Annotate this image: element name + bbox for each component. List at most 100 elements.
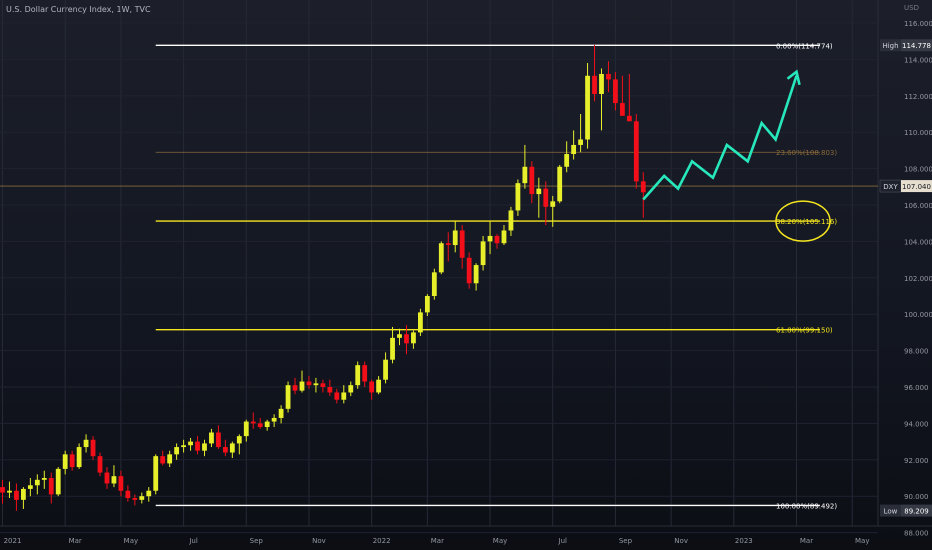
candle: [257, 417, 263, 429]
candle-body: [83, 439, 89, 448]
candle: [153, 454, 159, 495]
candle: [348, 381, 354, 397]
price-tick-label: 110.000: [904, 129, 932, 137]
candle-body: [466, 257, 472, 284]
current-price-badge: DXY 107.040: [879, 179, 932, 193]
candle: [362, 361, 368, 387]
candle-body: [606, 73, 611, 80]
candle: [466, 252, 472, 289]
price-axis-currency: USD: [904, 4, 919, 12]
candle-body: [397, 334, 402, 338]
candle: [376, 376, 382, 395]
candle: [209, 428, 214, 448]
candle-body: [236, 436, 242, 444]
candle-body: [543, 188, 549, 207]
time-tick-label: Mar: [69, 537, 82, 545]
price-tick-label: 104.000: [904, 238, 932, 246]
candle: [564, 141, 570, 173]
candle-body: [327, 387, 333, 393]
candle: [418, 308, 423, 337]
candle-body: [278, 408, 284, 418]
time-tick-label: 2021: [4, 537, 22, 545]
time-tick-label: Sep: [619, 537, 633, 545]
candle-body: [41, 478, 47, 480]
candle: [619, 75, 625, 116]
candle: [438, 241, 444, 275]
candle: [306, 376, 312, 389]
time-tick-label: Nov: [312, 537, 326, 545]
candle: [202, 439, 207, 457]
candle: [613, 72, 618, 111]
candle-body: [501, 230, 507, 244]
candle-body: [264, 421, 270, 428]
candle: [571, 130, 577, 160]
candle-body: [613, 79, 618, 104]
candle: [459, 225, 465, 269]
candle: [522, 144, 528, 189]
candle: [55, 467, 61, 497]
candle: [236, 434, 242, 455]
candle: [640, 172, 646, 218]
candle-body: [125, 490, 131, 499]
candle: [125, 485, 131, 502]
price-tick-label: 96.000: [904, 384, 929, 392]
candle-body: [626, 115, 632, 122]
candle: [550, 195, 556, 227]
candle-body: [104, 472, 110, 484]
candle: [271, 414, 277, 428]
candle: [515, 179, 521, 216]
candle: [494, 234, 500, 249]
candle: [264, 419, 270, 431]
price-tick-label: 88.000: [904, 530, 929, 538]
time-tick-label: Jul: [558, 537, 568, 545]
candle: [20, 487, 26, 509]
candle-body: [334, 392, 340, 400]
candle-body: [592, 75, 597, 94]
candle-body: [76, 447, 82, 468]
candle: [313, 377, 319, 393]
low-badge-tag-box: [880, 504, 901, 517]
candle: [334, 388, 340, 404]
candle: [599, 68, 604, 131]
candle-body: [431, 272, 437, 296]
candle-body: [362, 365, 368, 382]
candle-body: [174, 447, 180, 455]
candle-body: [167, 454, 173, 464]
candle-body: [452, 230, 458, 246]
candle: [97, 452, 103, 477]
candle: [390, 326, 395, 364]
candle-body: [299, 381, 305, 391]
candle-body: [369, 381, 375, 393]
candle-body: [557, 166, 563, 202]
candle-body: [529, 166, 535, 195]
candle-body: [90, 439, 96, 457]
candle-body: [271, 417, 277, 422]
candle: [299, 370, 305, 393]
price-tick-label: 98.000: [904, 348, 929, 356]
price-tick-label: 100.000: [904, 311, 932, 319]
candle: [34, 474, 40, 495]
time-tick-label: Mar: [431, 537, 444, 545]
time-tick-label: Mar: [800, 537, 813, 545]
candle: [48, 472, 54, 504]
candle: [452, 221, 458, 253]
candle-body: [55, 468, 61, 495]
candle-body: [202, 443, 207, 451]
high-badge-tag-box: [880, 39, 901, 52]
price-tick-label: 92.000: [904, 457, 929, 465]
candle-body: [473, 265, 479, 284]
candle-body: [62, 454, 68, 469]
time-tick-label: 2022: [373, 537, 391, 545]
candle: [118, 470, 124, 497]
price-tick-label: 90.000: [904, 493, 929, 501]
candle-body: [153, 456, 159, 491]
candle-body: [515, 183, 521, 211]
candle-body: [250, 421, 256, 424]
candle-body: [487, 235, 493, 242]
fib-level-label: 38.20%(105.116): [776, 218, 837, 226]
candle: [139, 492, 145, 504]
candle-body: [376, 379, 382, 393]
candle: [62, 450, 68, 475]
